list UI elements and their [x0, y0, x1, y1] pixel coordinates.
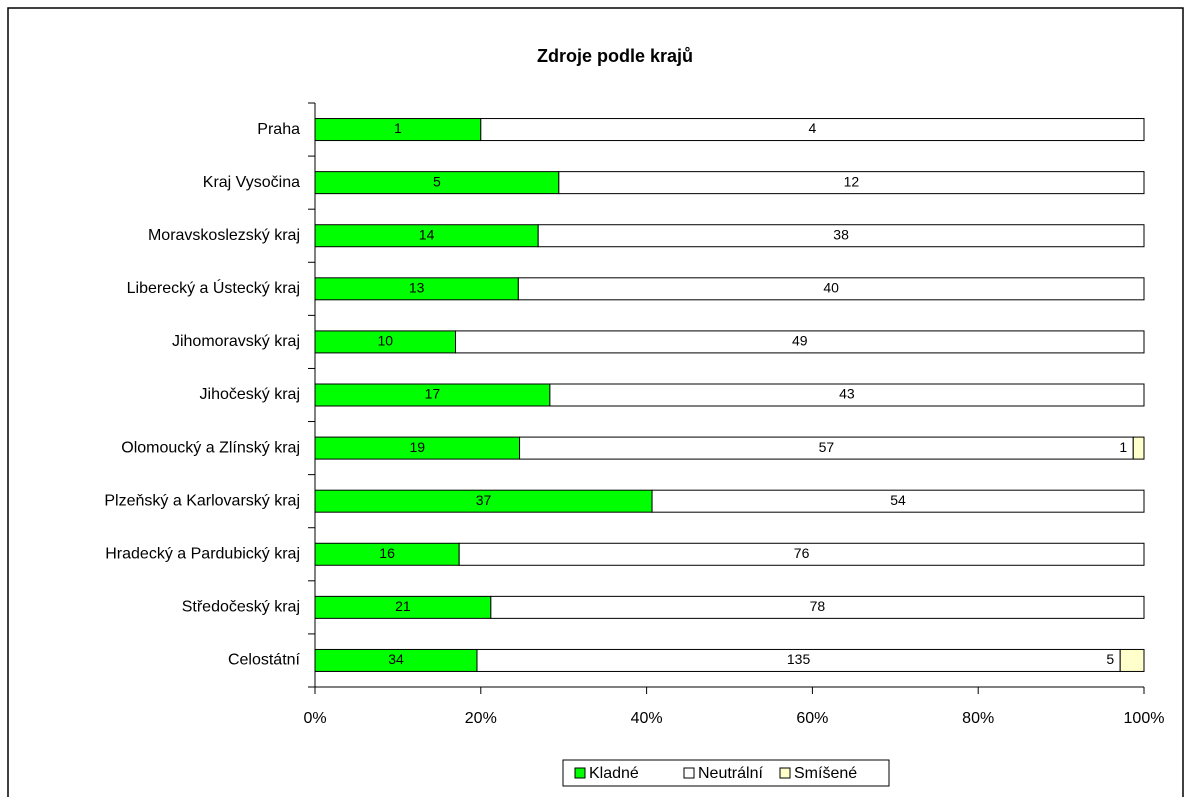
legend-label: Kladné [589, 765, 639, 782]
data-label: 43 [839, 386, 855, 402]
data-label: 37 [476, 492, 492, 508]
bar-segment [1119, 648, 1145, 672]
y-tick-label: Hradecký a Pardubický kraj [105, 545, 300, 562]
y-tick-label: Plzeňský a Karlovarský kraj [104, 492, 300, 509]
data-label: 135 [787, 651, 811, 667]
y-tick-label: Kraj Vysočina [203, 174, 300, 191]
x-tick-label: 80% [962, 710, 994, 727]
data-label: 12 [844, 173, 860, 189]
bar-segment [517, 277, 1145, 301]
y-tick-label: Liberecký a Ústecký kraj [127, 278, 300, 297]
data-label: 19 [409, 439, 425, 455]
bar-segment [651, 489, 1145, 513]
data-label: 4 [809, 120, 817, 136]
legend: Kladné Neutrální Smíšené [562, 759, 890, 787]
x-tick-label: 60% [796, 710, 828, 727]
data-label: 17 [425, 386, 441, 402]
bar-segment [480, 118, 1145, 142]
data-label: 21 [395, 598, 411, 614]
data-label: 49 [792, 333, 808, 349]
x-tick-label: 40% [631, 710, 663, 727]
bar-segment [490, 595, 1145, 619]
chart-frame [7, 7, 1184, 797]
y-tick-label: Jihomoravský kraj [172, 333, 300, 350]
data-label: 1 [394, 120, 402, 136]
data-label: 57 [819, 439, 835, 455]
data-label: 76 [794, 545, 810, 561]
data-label: 40 [823, 280, 839, 296]
y-tick-label: Moravskoslezský kraj [148, 227, 300, 244]
legend-swatch [779, 767, 791, 779]
data-label: 78 [810, 598, 826, 614]
legend-label: Neutrální [698, 765, 763, 782]
legend-box [562, 759, 890, 787]
y-tick-label: Praha [257, 121, 300, 138]
bar-segment [1132, 436, 1145, 460]
y-tick-label: Středočeský kraj [182, 599, 300, 616]
legend-label: Smíšené [794, 765, 857, 782]
data-label: 38 [833, 226, 849, 242]
bar-segment [549, 383, 1145, 407]
x-tick-label: 100% [1124, 710, 1165, 727]
bar-segment [455, 330, 1145, 354]
data-label: 5 [1106, 651, 1114, 667]
data-label: 54 [890, 492, 906, 508]
data-label: 5 [433, 173, 441, 189]
x-tick-label: 0% [303, 710, 326, 727]
data-label: 34 [388, 651, 404, 667]
data-label: 1 [1119, 439, 1127, 455]
data-label: 14 [419, 226, 435, 242]
y-tick-label: Jihočeský kraj [200, 386, 300, 403]
bar-segment [537, 224, 1145, 248]
y-tick-label: Celostátní [228, 652, 301, 669]
bar-segment [458, 542, 1145, 566]
x-tick-label: 20% [465, 710, 497, 727]
data-label: 10 [377, 333, 393, 349]
y-tick-label: Olomoucký a Zlínský kraj [121, 439, 300, 456]
chart-title: Zdroje podle krajů [537, 46, 693, 66]
data-label: 13 [409, 280, 425, 296]
legend-swatch [574, 767, 586, 779]
data-label: 16 [379, 545, 395, 561]
legend-swatch [683, 767, 695, 779]
bar-segment [558, 171, 1145, 195]
